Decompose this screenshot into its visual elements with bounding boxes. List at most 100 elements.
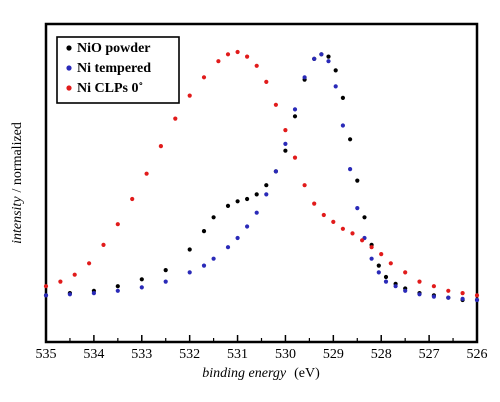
data-point (273, 102, 278, 107)
data-point (383, 279, 389, 284)
legend-label: Ni CLPs 0˚ (77, 81, 143, 96)
data-point (283, 141, 288, 146)
data-point (235, 49, 240, 55)
data-point (348, 167, 353, 172)
data-point (72, 272, 77, 277)
data-point (388, 261, 393, 266)
data-point (264, 79, 269, 84)
data-point (383, 274, 389, 280)
data-point (302, 75, 307, 80)
x-tick-label: 535 (36, 347, 57, 362)
data-point (393, 284, 398, 289)
data-point (254, 210, 259, 215)
legend-marker (66, 65, 72, 71)
data-point (340, 226, 345, 231)
data-point (163, 279, 168, 284)
data-point (144, 171, 149, 176)
data-point (292, 114, 298, 119)
legend: NiO powder Ni tempered Ni CLPs 0˚ (66, 41, 151, 96)
series-3 (43, 49, 480, 298)
data-point (312, 56, 317, 62)
data-point (321, 212, 326, 218)
data-point (211, 256, 216, 261)
data-point (403, 288, 408, 293)
data-point (43, 293, 49, 298)
data-point (312, 201, 317, 206)
data-point (225, 52, 231, 57)
data-point (355, 206, 360, 211)
data-point (326, 54, 331, 59)
data-point (101, 242, 106, 247)
data-point (446, 288, 451, 293)
data-point (446, 295, 451, 300)
data-point (283, 148, 288, 153)
data-point (340, 123, 345, 128)
data-point (201, 263, 207, 268)
data-point (417, 292, 422, 297)
data-point (403, 270, 408, 275)
data-point (245, 54, 250, 59)
data-point (379, 252, 384, 257)
data-point (211, 215, 216, 220)
data-point (369, 245, 374, 250)
data-point (264, 192, 269, 197)
data-point (431, 284, 436, 289)
data-point (460, 291, 465, 296)
data-point (225, 203, 231, 208)
legend-label: Ni tempered (77, 61, 151, 76)
data-point (158, 144, 163, 149)
data-point (362, 215, 367, 220)
data-point (376, 270, 381, 275)
data-point (91, 291, 96, 296)
data-point (87, 261, 92, 266)
data-point (235, 199, 240, 204)
data-point (292, 155, 298, 160)
data-point (360, 238, 365, 243)
data-point (350, 231, 355, 236)
x-tick-label: 529 (323, 347, 344, 362)
data-point (67, 292, 72, 297)
data-point (58, 279, 63, 284)
x-tick-label: 526 (467, 347, 488, 362)
data-point (115, 288, 120, 293)
x-tick-label: 532 (179, 347, 200, 362)
data-point (326, 59, 331, 64)
x-tick-label: 528 (371, 347, 392, 362)
data-point (417, 279, 422, 284)
x-tick-label: 531 (227, 347, 248, 362)
data-point (283, 128, 288, 133)
data-point (273, 169, 278, 174)
data-point (254, 192, 259, 197)
data-point (245, 196, 250, 202)
data-point (130, 196, 135, 202)
data-point (187, 270, 192, 275)
y-axis-label: intensity / normalized (8, 122, 25, 244)
x-axis-label: binding energy (eV) (202, 364, 320, 381)
data-point (340, 95, 345, 100)
data-point (292, 107, 298, 112)
data-point (431, 294, 436, 299)
data-point (173, 116, 178, 121)
data-point (115, 222, 120, 227)
legend-marker (66, 85, 72, 91)
data-point (331, 219, 336, 224)
x-tick-label: 533 (131, 347, 152, 362)
data-point (139, 285, 144, 290)
data-point (201, 229, 207, 234)
data-point (333, 68, 338, 73)
data-point (201, 75, 207, 80)
data-point (376, 263, 381, 268)
data-point (369, 256, 374, 261)
data-point (187, 247, 192, 252)
data-point (333, 84, 338, 89)
data-point (302, 183, 307, 188)
data-point (474, 297, 480, 303)
data-point (225, 245, 231, 250)
x-tick-label: 530 (275, 347, 296, 362)
data-point (319, 52, 324, 57)
data-point (355, 178, 360, 183)
data-point (187, 93, 192, 98)
data-point (43, 284, 49, 289)
data-point (460, 296, 465, 301)
